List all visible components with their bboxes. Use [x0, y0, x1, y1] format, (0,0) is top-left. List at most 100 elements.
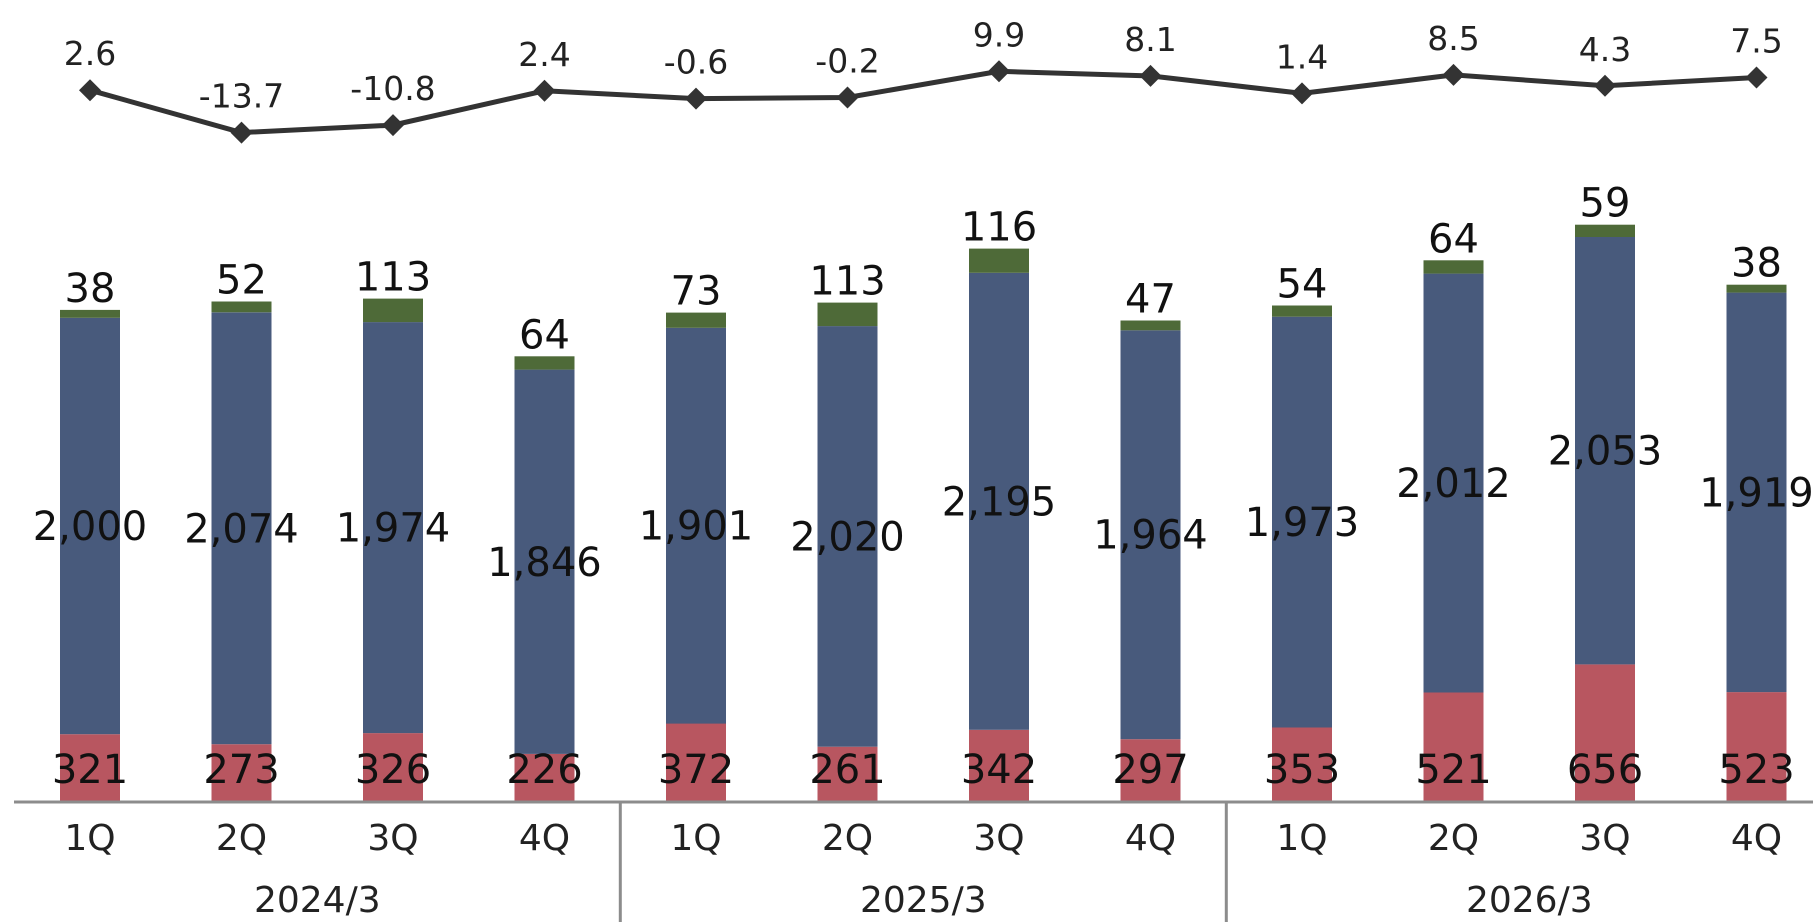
- bar-segment-s1-3: [514, 369, 575, 754]
- bar-segment-s1-7: [1120, 330, 1181, 740]
- bar-segment-s2-4: [666, 312, 726, 328]
- data-label-s1-8: 1,973: [1245, 500, 1360, 546]
- bar-segment-s2-2: [363, 298, 423, 323]
- line-point-2: [382, 114, 404, 137]
- data-label-s1-9: 2,012: [1396, 461, 1511, 507]
- bar-segment-s1-6: [969, 272, 1029, 730]
- x-group-label-1: 2025/3: [860, 880, 987, 921]
- bar-segment-s2-10: [1575, 224, 1635, 237]
- x-tick-label-3: 4Q: [519, 818, 570, 859]
- line-point-7: [1139, 64, 1162, 87]
- x-tick-label-5: 2Q: [822, 818, 873, 859]
- data-label-s0-11: 523: [1718, 747, 1794, 793]
- bar-segment-s0-1: [211, 744, 272, 801]
- line-label-10: 4.3: [1579, 30, 1631, 69]
- data-label-s2-3: 64: [519, 312, 570, 358]
- data-label-s0-8: 353: [1264, 747, 1340, 793]
- data-label-s1-11: 1,919: [1699, 470, 1813, 516]
- line-label-4: -0.6: [664, 43, 728, 82]
- data-label-s1-5: 2,020: [790, 514, 905, 560]
- data-label-s0-0: 321: [52, 747, 128, 793]
- data-label-s0-5: 261: [809, 747, 885, 793]
- line-label-2: -10.8: [350, 69, 435, 108]
- bar-segment-s1-11: [1726, 292, 1787, 693]
- data-label-s2-9: 64: [1428, 216, 1479, 262]
- data-label-s0-6: 342: [961, 747, 1037, 793]
- data-label-s0-3: 226: [506, 747, 582, 793]
- x-tick-label-4: 1Q: [670, 818, 721, 859]
- bar-segment-s0-11: [1726, 692, 1787, 801]
- line-point-0: [79, 79, 101, 102]
- x-tick-label-7: 4Q: [1125, 818, 1176, 859]
- data-label-s1-4: 1,901: [639, 504, 754, 550]
- data-label-s2-6: 116: [961, 205, 1037, 251]
- bar-segment-s0-8: [1272, 727, 1332, 801]
- bar-label-layer: 321 2,000 38 273 2,074 52 326 1,974 113 226 1,846 6…: [33, 181, 1813, 793]
- data-label-s1-6: 2,195: [942, 479, 1057, 525]
- x-tick-label-0: 1Q: [64, 818, 115, 859]
- bar-segment-s1-2: [363, 322, 423, 734]
- data-label-s2-4: 73: [671, 269, 722, 315]
- x-tick-label-2: 3Q: [367, 818, 418, 859]
- line-point-5: [836, 86, 859, 109]
- line-label-9: 8.5: [1427, 19, 1479, 58]
- line-series: [89, 68, 1757, 136]
- bar-segment-s2-9: [1423, 260, 1484, 274]
- x-group-label-2: 2026/3: [1466, 880, 1593, 921]
- data-label-s1-0: 2,000: [33, 504, 148, 550]
- bar-segment-s1-4: [666, 327, 726, 724]
- data-label-s0-10: 656: [1567, 747, 1643, 793]
- x-group-label-0: 2024/3: [254, 880, 381, 921]
- data-label-s2-1: 52: [216, 258, 267, 304]
- data-label-s2-7: 47: [1125, 277, 1176, 323]
- bar-segment-s0-5: [817, 746, 878, 801]
- line-label-5: -0.2: [815, 42, 879, 81]
- bar-segment-s1-0: [60, 317, 120, 735]
- data-label-s2-2: 113: [355, 255, 431, 301]
- line-point-3: [533, 79, 556, 102]
- bar-segment-s2-1: [211, 301, 272, 313]
- data-label-s2-8: 54: [1277, 262, 1328, 308]
- line-point-4: [685, 87, 707, 110]
- bar-segment-s1-8: [1272, 316, 1332, 728]
- data-label-s1-10: 2,053: [1548, 429, 1663, 475]
- line-label-8: 1.4: [1276, 37, 1328, 76]
- bar-segment-s0-2: [363, 733, 423, 801]
- data-label-s0-1: 273: [203, 747, 279, 793]
- bar-segment-s2-5: [817, 302, 878, 327]
- line-label-11: 7.5: [1730, 22, 1782, 61]
- x-tick-label-9: 2Q: [1428, 818, 1479, 859]
- bar-segment-s2-11: [1726, 284, 1787, 293]
- data-label-s1-1: 2,074: [184, 506, 299, 552]
- bar-segment-s0-0: [60, 734, 120, 801]
- bar-layer: [60, 224, 1787, 801]
- x-tick-label-1: 2Q: [216, 818, 267, 859]
- bar-segment-s2-3: [514, 356, 575, 370]
- line-label-6: 9.9: [973, 15, 1025, 54]
- line-label-0: 2.6: [64, 34, 116, 73]
- bar-segment-s0-9: [1423, 692, 1484, 801]
- line-point-6: [988, 60, 1010, 83]
- line-point-11: [1745, 66, 1768, 89]
- bar-segment-s1-10: [1575, 237, 1635, 665]
- data-label-s1-7: 1,964: [1093, 513, 1208, 559]
- x-tick-label-10: 3Q: [1579, 818, 1630, 859]
- x-tick-label-8: 1Q: [1276, 818, 1327, 859]
- data-label-s2-11: 38: [1731, 241, 1782, 287]
- line-label-7: 8.1: [1124, 20, 1176, 59]
- x-tick-label-6: 3Q: [973, 818, 1024, 859]
- line-layer: 2.6 -13.7 -10.8 2.4 -0.6 -0.2 9.9 8.1 1.4 8.5 4.3 7…: [64, 15, 1783, 144]
- data-label-s2-5: 113: [809, 259, 885, 305]
- bar-segment-s0-7: [1120, 739, 1181, 801]
- line-point-1: [230, 121, 253, 144]
- bar-segment-s0-6: [969, 729, 1029, 801]
- bar-segment-s2-7: [1120, 320, 1181, 331]
- data-label-s0-7: 297: [1112, 747, 1188, 793]
- x-tick-label-11: 4Q: [1731, 818, 1782, 859]
- bar-segment-s0-3: [514, 753, 575, 801]
- data-label-s2-0: 38: [65, 266, 116, 312]
- bar-segment-s0-10: [1575, 664, 1635, 801]
- line-label-1: -13.7: [199, 77, 284, 116]
- data-label-s1-3: 1,846: [487, 540, 602, 586]
